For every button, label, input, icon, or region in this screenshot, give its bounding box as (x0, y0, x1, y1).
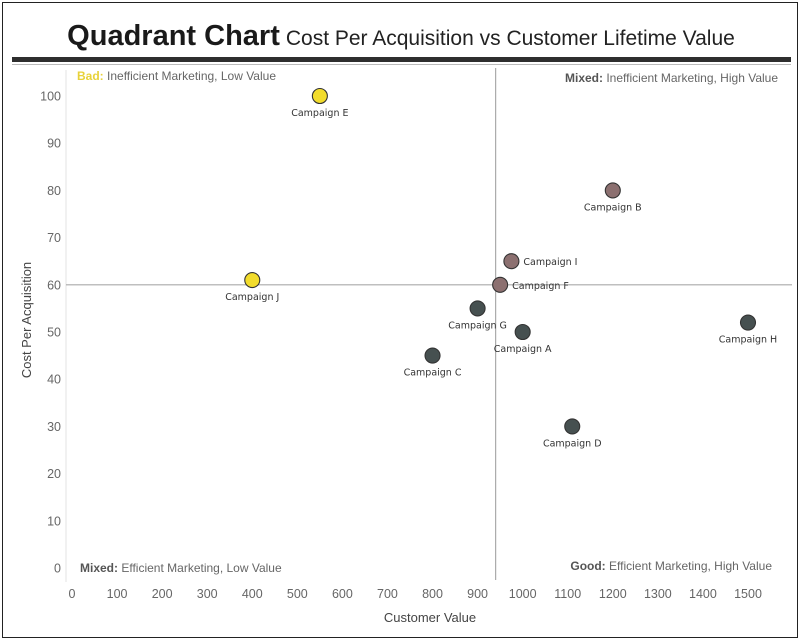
x-tick-label: 600 (332, 587, 353, 601)
quadrant-label-bottom-right-prefix: Good: (570, 559, 605, 573)
point-label-campaign-d: Campaign D (543, 438, 602, 449)
y-tick-label: 80 (47, 184, 61, 198)
title-rule-thin (12, 64, 791, 65)
point-label-campaign-a: Campaign A (494, 344, 552, 355)
quadrant-label-bottom-left-prefix: Mixed: (80, 561, 118, 575)
y-tick-label: 90 (47, 137, 61, 151)
quadrant-label-bottom-right: Good: Efficient Marketing, High Value (570, 559, 772, 573)
point-campaign-j (244, 272, 261, 289)
quadrant-label-bottom-right-text: Efficient Marketing, High Value (606, 559, 773, 573)
title-rule-thick (12, 57, 791, 62)
x-tick-label: 0 (69, 587, 76, 601)
x-axis-label: Customer Value (384, 610, 476, 625)
x-tick-label: 400 (242, 587, 263, 601)
x-tick-label: 1500 (734, 587, 762, 601)
point-label-campaign-g: Campaign G (448, 320, 507, 331)
point-campaign-a (514, 323, 531, 341)
x-tick-label: 700 (377, 587, 398, 601)
y-tick-label: 30 (47, 420, 61, 434)
x-tick-label: 200 (152, 587, 173, 601)
point-label-campaign-c: Campaign C (404, 368, 462, 379)
y-axis-label: Cost Per Acquisition (19, 262, 34, 378)
y-tick-label: 0 (54, 562, 61, 576)
y-tick-label: 20 (47, 467, 61, 481)
x-tick-label: 1200 (599, 587, 627, 601)
y-tick-label: 50 (47, 326, 61, 340)
chart-title-subtitle: Cost Per Acquisition vs Customer Lifetim… (285, 27, 735, 50)
quadrant-label-top-right-prefix: Mixed: (565, 71, 603, 85)
point-campaign-b (604, 182, 621, 199)
point-campaign-g (469, 300, 486, 317)
quadrant-label-bottom-left-text: Efficient Marketing, Low Value (118, 561, 282, 575)
x-tick-label: 1000 (509, 587, 537, 601)
quadrant-label-top-left-text: Inefficient Marketing, Low Value (104, 69, 277, 83)
point-campaign-h (739, 314, 757, 331)
chart-title-main: Quadrant Chart (67, 20, 280, 52)
y-tick-label: 70 (47, 231, 61, 245)
x-tick-label: 900 (467, 587, 488, 601)
x-tick-label: 1400 (689, 587, 717, 601)
point-label-campaign-i: Campaign I (523, 257, 577, 268)
y-tick-label: 100 (40, 90, 61, 104)
x-tick-label: 300 (197, 587, 218, 601)
x-tick-label: 1300 (644, 587, 672, 601)
y-tick-label: 40 (47, 373, 61, 387)
point-label-campaign-f: Campaign F (512, 281, 569, 292)
point-campaign-c (424, 347, 441, 364)
point-label-campaign-e: Campaign E (291, 108, 348, 119)
y-tick-label: 10 (47, 514, 61, 528)
y-tick-label: 60 (47, 278, 61, 292)
quadrant-label-top-left: Bad: Inefficient Marketing, Low Value (77, 69, 276, 83)
x-tick-label: 100 (107, 587, 128, 601)
quadrant-label-top-right: Mixed: Inefficient Marketing, High Value (565, 71, 778, 85)
point-campaign-f (492, 276, 509, 293)
quadrant-label-bottom-left: Mixed: Efficient Marketing, Low Value (80, 561, 282, 575)
x-tick-label: 800 (422, 587, 443, 601)
x-tick-label: 1100 (554, 587, 581, 601)
point-label-campaign-h: Campaign H (719, 335, 777, 346)
point-label-campaign-j: Campaign J (225, 292, 279, 303)
chart-title: Quadrant Chart Cost Per Acquisition vs Cu… (0, 20, 802, 53)
x-tick-label: 500 (287, 587, 308, 601)
quadrant-label-top-right-text: Inefficient Marketing, High Value (603, 71, 778, 85)
quadrant-label-top-left-prefix: Bad: (77, 69, 104, 83)
point-label-campaign-b: Campaign B (584, 202, 642, 213)
point-campaign-d (564, 418, 581, 435)
point-campaign-e (311, 87, 328, 105)
point-campaign-i (503, 253, 520, 270)
